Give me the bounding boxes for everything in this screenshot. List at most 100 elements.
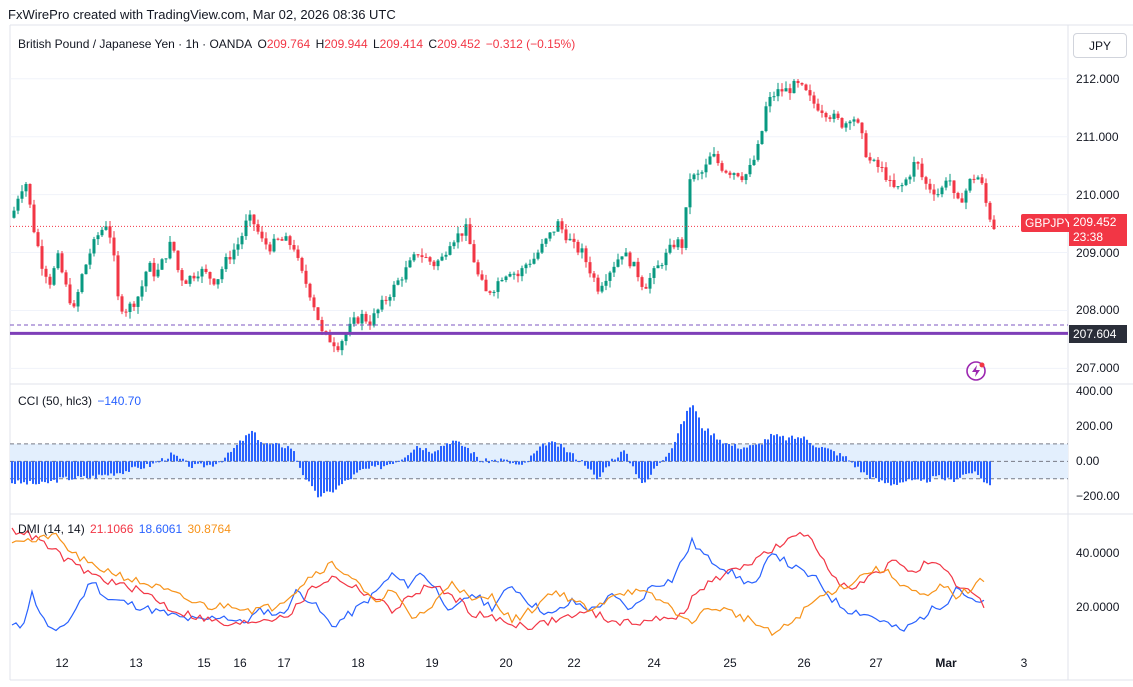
currency-button[interactable]: JPY [1073, 33, 1127, 58]
candle-body [728, 172, 732, 175]
candle-body [52, 268, 56, 285]
candle-body [736, 173, 740, 177]
cci-bar [320, 461, 322, 497]
candle-body [188, 275, 192, 284]
candle-body [44, 268, 48, 277]
cci-bar [494, 459, 496, 462]
lightning-alert-icon[interactable] [965, 360, 987, 382]
candle-body [248, 214, 252, 221]
cci-bar [296, 460, 298, 462]
cci-bar [698, 417, 700, 462]
candle-body [552, 231, 556, 233]
cci-bar [137, 461, 139, 468]
candle-body [88, 253, 92, 265]
candle-body [76, 292, 80, 307]
cci-bar [398, 460, 400, 462]
cci-bar [674, 441, 676, 462]
cci-bar [389, 461, 391, 465]
candle-body [884, 167, 888, 180]
cci-bar [227, 452, 229, 462]
candle-body [940, 187, 944, 195]
candle-body [92, 239, 96, 254]
cci-bar [155, 461, 157, 463]
cci-bar [953, 461, 955, 482]
candle-body [648, 277, 652, 289]
cci-bar [248, 433, 250, 462]
cci-bar [917, 461, 919, 480]
high-value: 209.944 [324, 37, 368, 51]
candle-body [840, 118, 844, 128]
candle-body [912, 162, 916, 177]
cci-bar [749, 445, 751, 462]
candle-body [208, 272, 212, 279]
cci-bar [392, 461, 394, 464]
candle-body [24, 183, 28, 192]
cci-bar [623, 450, 625, 462]
cci-bar [281, 447, 283, 462]
cci-bar [671, 448, 673, 462]
cci-bar [521, 461, 523, 465]
candle-body [764, 106, 768, 132]
cci-bar [578, 461, 580, 463]
candle-body [516, 273, 520, 277]
cci-bar [20, 461, 22, 484]
candle-body [460, 233, 464, 236]
cci-bar [350, 461, 352, 480]
cci-tick-label: 0.00 [1076, 454, 1100, 469]
cci-bar [980, 461, 982, 479]
candle-body [876, 159, 880, 168]
candle-body [812, 95, 816, 104]
candle-body [680, 239, 684, 248]
candle-body [664, 252, 668, 266]
candle-body [916, 162, 920, 164]
cci-bar [323, 461, 325, 494]
candle-body [724, 170, 728, 173]
cci-bar [716, 439, 718, 462]
candle-body [952, 180, 956, 194]
cci-bar [926, 461, 928, 483]
time-tick-label: 13 [129, 656, 143, 670]
cci-bar [92, 461, 94, 476]
candle-body [988, 202, 992, 220]
cci-bar [236, 444, 238, 462]
cci-bar [35, 461, 37, 485]
cci-bar [539, 446, 541, 462]
candle-body [808, 90, 812, 96]
candle-body [380, 299, 384, 310]
cci-bar [569, 452, 571, 462]
price-tick-label: 208.000 [1076, 303, 1120, 318]
cci-bar [692, 405, 694, 462]
candle-body [656, 265, 660, 269]
candle-body [932, 189, 936, 195]
candle-body [324, 331, 328, 333]
candle-body [236, 244, 240, 250]
cci-bar [860, 461, 862, 473]
cci-bar [479, 461, 481, 463]
candle-body [16, 198, 20, 211]
candle-body [192, 275, 196, 279]
cci-bar [668, 452, 670, 462]
cci-bar [773, 435, 775, 462]
candle-body [792, 80, 796, 94]
candle-body [348, 323, 352, 334]
candle-body [228, 257, 232, 260]
candle-body [716, 153, 720, 164]
candle-body [28, 183, 32, 205]
cci-bar [101, 461, 103, 476]
candle-body [112, 237, 116, 256]
cci-bar [467, 447, 469, 462]
candle-body [428, 257, 432, 262]
cci-bar [632, 461, 634, 467]
candle-body [368, 321, 372, 326]
candle-body [336, 346, 340, 351]
cci-bar [977, 461, 979, 475]
candle-body [424, 257, 428, 259]
cci-bar [665, 456, 667, 462]
cci-bar [899, 461, 901, 483]
candle-body [20, 191, 24, 199]
cci-bar [326, 461, 328, 492]
candle-body [448, 246, 452, 255]
cci-bar [32, 461, 34, 484]
cci-bar [788, 437, 790, 462]
